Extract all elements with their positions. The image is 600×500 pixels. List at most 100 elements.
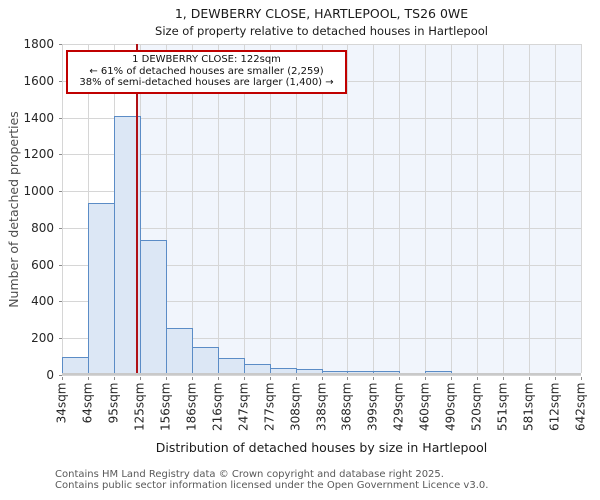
v-gridline [192, 44, 193, 373]
histogram-bar [270, 368, 297, 373]
y-tick-mark [59, 227, 62, 229]
histogram-bar [166, 328, 193, 373]
x-axis-label: Distribution of detached houses by size … [155, 440, 488, 455]
y-tick-mark [59, 191, 62, 193]
v-gridline [373, 44, 374, 373]
v-gridline [399, 44, 400, 373]
v-gridline [62, 44, 63, 373]
x-tick-label: 520sqm [469, 382, 484, 431]
x-tick-label: 490sqm [443, 382, 458, 431]
y-tick-mark [59, 338, 62, 340]
x-tick-label: 34sqm [54, 382, 69, 424]
x-tick-mark [322, 377, 323, 380]
x-tick-mark [451, 377, 452, 380]
x-tick-mark [296, 377, 297, 380]
y-tick-label: 1600 [23, 73, 54, 88]
x-tick-label: 429sqm [391, 382, 406, 431]
x-tick-label: 368sqm [339, 382, 354, 431]
histogram-bar [425, 371, 452, 373]
y-tick-mark [59, 264, 62, 266]
v-gridline [296, 44, 297, 373]
histogram-bar [244, 364, 271, 373]
y-tick-mark [59, 375, 62, 376]
y-tick-mark [59, 117, 62, 119]
y-tick-label: 600 [31, 257, 54, 272]
annotation-line-2: ← 61% of detached houses are smaller (2,… [89, 65, 324, 77]
h-gridline [62, 44, 581, 45]
x-tick-label: 277sqm [262, 382, 277, 431]
x-tick-label: 338sqm [314, 382, 328, 431]
x-tick-mark [555, 377, 556, 380]
h-gridline [62, 375, 581, 376]
x-tick-mark [88, 377, 89, 380]
y-tick-label: 400 [31, 294, 54, 309]
y-tick-label: 800 [31, 220, 54, 235]
x-tick-mark [244, 377, 245, 380]
footer-attribution-2: Contains public sector information licen… [55, 480, 489, 491]
x-tick-mark [581, 377, 582, 380]
x-tick-label: 64sqm [80, 382, 95, 424]
x-tick-mark [114, 377, 115, 380]
histogram-bar [373, 371, 400, 373]
x-tick-label: 125sqm [132, 382, 147, 431]
property-size-marker-line [136, 44, 139, 373]
v-gridline [477, 44, 478, 373]
x-tick-mark [140, 377, 141, 380]
x-tick-mark [192, 377, 193, 380]
x-tick-mark [166, 377, 167, 380]
x-tick-mark [399, 377, 400, 380]
h-gridline [62, 117, 581, 119]
histogram-bar [62, 357, 89, 373]
histogram-bar [192, 347, 219, 373]
x-tick-label: 399sqm [365, 382, 380, 431]
v-gridline [581, 44, 582, 373]
y-tick-label: 1200 [23, 147, 54, 162]
x-tick-label: 612sqm [547, 382, 562, 431]
v-gridline [270, 44, 271, 373]
v-gridline [244, 44, 245, 373]
x-tick-mark [529, 377, 530, 380]
y-tick-label: 200 [31, 331, 54, 346]
h-gridline [62, 264, 581, 266]
histogram-bar [347, 371, 374, 373]
y-tick-label: 0 [46, 368, 54, 382]
v-gridline [529, 44, 530, 373]
x-tick-mark [503, 377, 504, 380]
annotation-box: 1 DEWBERRY CLOSE: 122sqm ← 61% of detach… [66, 50, 347, 94]
x-tick-label: 247sqm [236, 382, 251, 431]
y-tick-mark [59, 301, 62, 303]
histogram-bar [140, 240, 167, 373]
y-tick-mark [59, 154, 62, 156]
y-tick-mark [59, 44, 62, 45]
x-tick-label: 642sqm [573, 382, 588, 431]
x-tick-mark [270, 377, 271, 380]
v-gridline [503, 44, 504, 373]
v-gridline [425, 44, 426, 373]
x-tick-label: 308sqm [288, 382, 302, 431]
x-tick-label: 156sqm [158, 382, 173, 431]
h-gridline [62, 338, 581, 340]
histogram-bar [218, 358, 245, 373]
y-tick-label: 1800 [23, 37, 54, 51]
h-gridline [62, 191, 581, 193]
v-gridline [218, 44, 219, 373]
x-tick-label: 186sqm [184, 382, 199, 431]
x-tick-label: 95sqm [106, 382, 121, 424]
x-tick-label: 551sqm [495, 382, 510, 431]
v-gridline [555, 44, 556, 373]
v-gridline [347, 44, 348, 373]
v-gridline [166, 44, 167, 373]
y-axis-label: Number of detached properties [6, 111, 21, 308]
h-gridline [62, 301, 581, 303]
y-tick-label: 1000 [23, 184, 54, 199]
v-gridline [322, 44, 323, 373]
shaded-region-larger-properties [137, 44, 581, 373]
v-gridline [451, 44, 452, 373]
annotation-line-3: 38% of semi-detached houses are larger (… [79, 77, 334, 88]
chart-title: 1, DEWBERRY CLOSE, HARTLEPOOL, TS26 0WE [174, 6, 469, 21]
x-tick-mark [373, 377, 374, 380]
chart-subtitle: Size of property relative to detached ho… [155, 24, 488, 38]
plot-area [62, 44, 582, 376]
y-tick-label: 1400 [23, 110, 54, 125]
